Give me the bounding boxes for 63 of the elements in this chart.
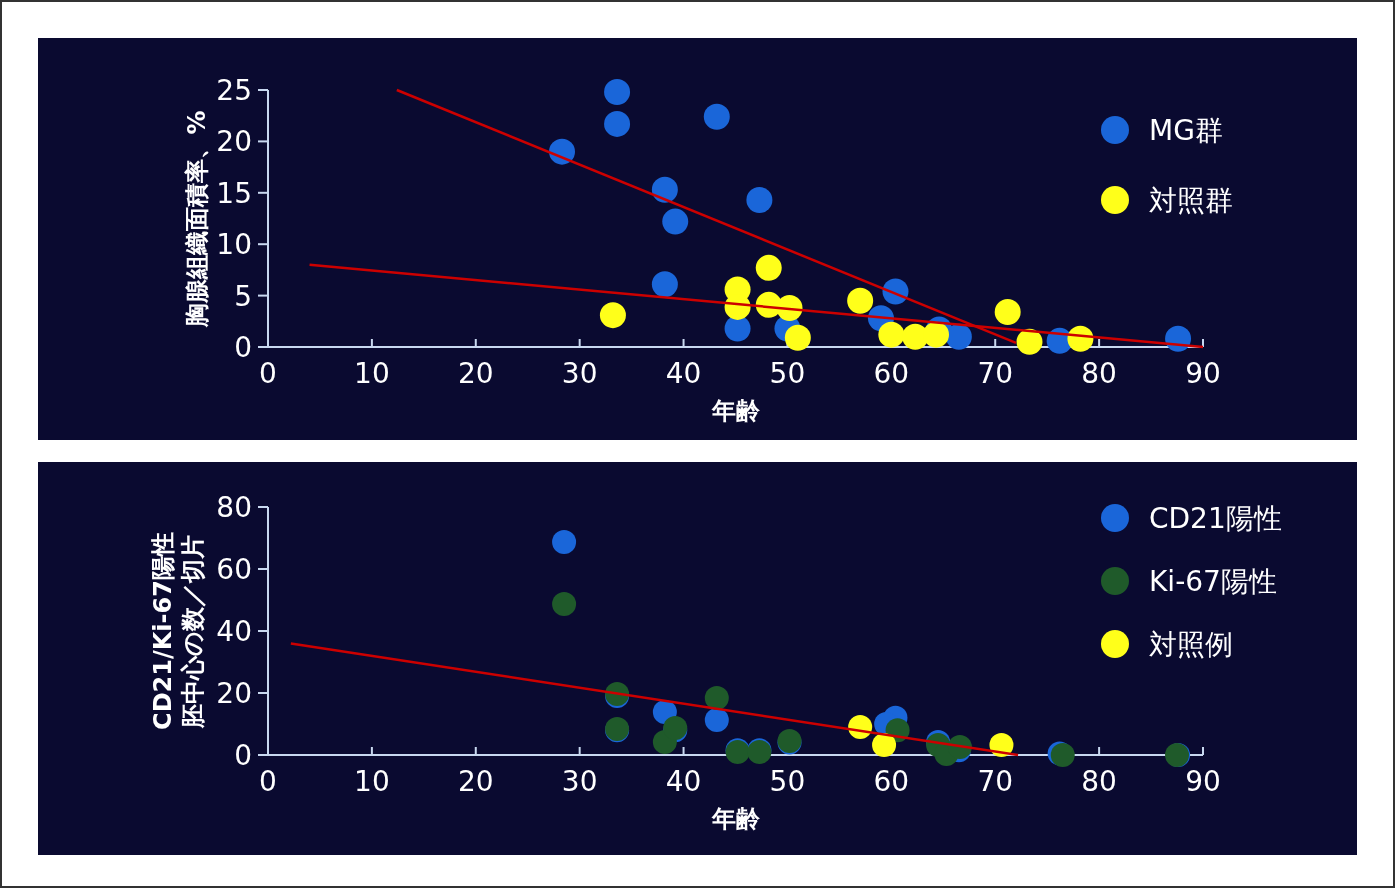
x-tick-label: 0 (259, 765, 277, 798)
y-axis-title: CD21/Ki-67陽性胚中心の数／切片 (148, 531, 208, 732)
x-tick-label: 40 (665, 357, 702, 390)
y-tick-label: 0 (234, 739, 252, 772)
x-tick-label: 40 (665, 765, 702, 798)
x-tick-label: 80 (1081, 357, 1117, 390)
point (599, 302, 626, 329)
y-tick-label: 60 (216, 553, 252, 586)
x-tick-label: 70 (977, 357, 1014, 390)
point (704, 707, 729, 732)
x-tick-label: 70 (977, 765, 1014, 798)
x-tick-label: 20 (457, 765, 494, 798)
y-tick-label: 15 (216, 176, 252, 210)
x-tick-label: 90 (1185, 357, 1221, 390)
legend-label: 対照群 (1149, 184, 1233, 217)
x-tick-label: 30 (561, 357, 598, 390)
y-tick-label: 20 (216, 125, 252, 159)
point (703, 103, 730, 130)
x-tick-label: 50 (769, 357, 806, 390)
y-tick-label: 20 (216, 677, 252, 710)
point (784, 324, 811, 351)
y-tick-label: 10 (216, 228, 252, 262)
x-tick-label: 50 (769, 765, 806, 798)
point (651, 271, 678, 298)
x-tick-label: 60 (873, 357, 910, 390)
x-tick-label: 10 (354, 357, 390, 390)
y-axis-title: 胸腺組織面積率、% (182, 110, 212, 327)
x-tick-label: 80 (1081, 765, 1117, 798)
point (847, 287, 874, 314)
legend-label: Ki-67陽性 (1149, 565, 1277, 598)
point (872, 733, 897, 758)
point (755, 254, 782, 281)
point (746, 187, 773, 213)
legend-label: MG群 (1149, 114, 1223, 147)
x-tick-label: 60 (873, 765, 910, 798)
point (651, 176, 678, 203)
x-tick-label: 20 (457, 357, 494, 390)
legend-label: 対照例 (1149, 628, 1233, 661)
y-tick-label: 40 (216, 615, 252, 648)
x-axis-title: 年齢 (710, 805, 761, 833)
y-tick-label: 25 (216, 74, 252, 107)
x-tick-label: 0 (259, 357, 277, 390)
x-tick-label: 10 (354, 765, 390, 798)
x-tick-label: 30 (561, 765, 598, 798)
legend-label: CD21陽性 (1149, 502, 1282, 535)
point (552, 592, 577, 617)
x-axis-title: 年齢 (710, 397, 761, 425)
point (923, 321, 950, 348)
point (994, 299, 1021, 326)
x-tick-label: 90 (1185, 765, 1221, 798)
y-tick-label: 0 (234, 331, 252, 364)
point (1016, 328, 1043, 355)
point (878, 321, 905, 348)
point (604, 79, 631, 106)
y-tick-label: 5 (234, 279, 252, 313)
point (945, 323, 972, 350)
point (552, 530, 577, 555)
point (902, 323, 929, 350)
point (662, 208, 689, 235)
y-tick-label: 80 (216, 491, 252, 524)
point (604, 110, 631, 137)
point (724, 315, 751, 342)
point (704, 685, 729, 710)
